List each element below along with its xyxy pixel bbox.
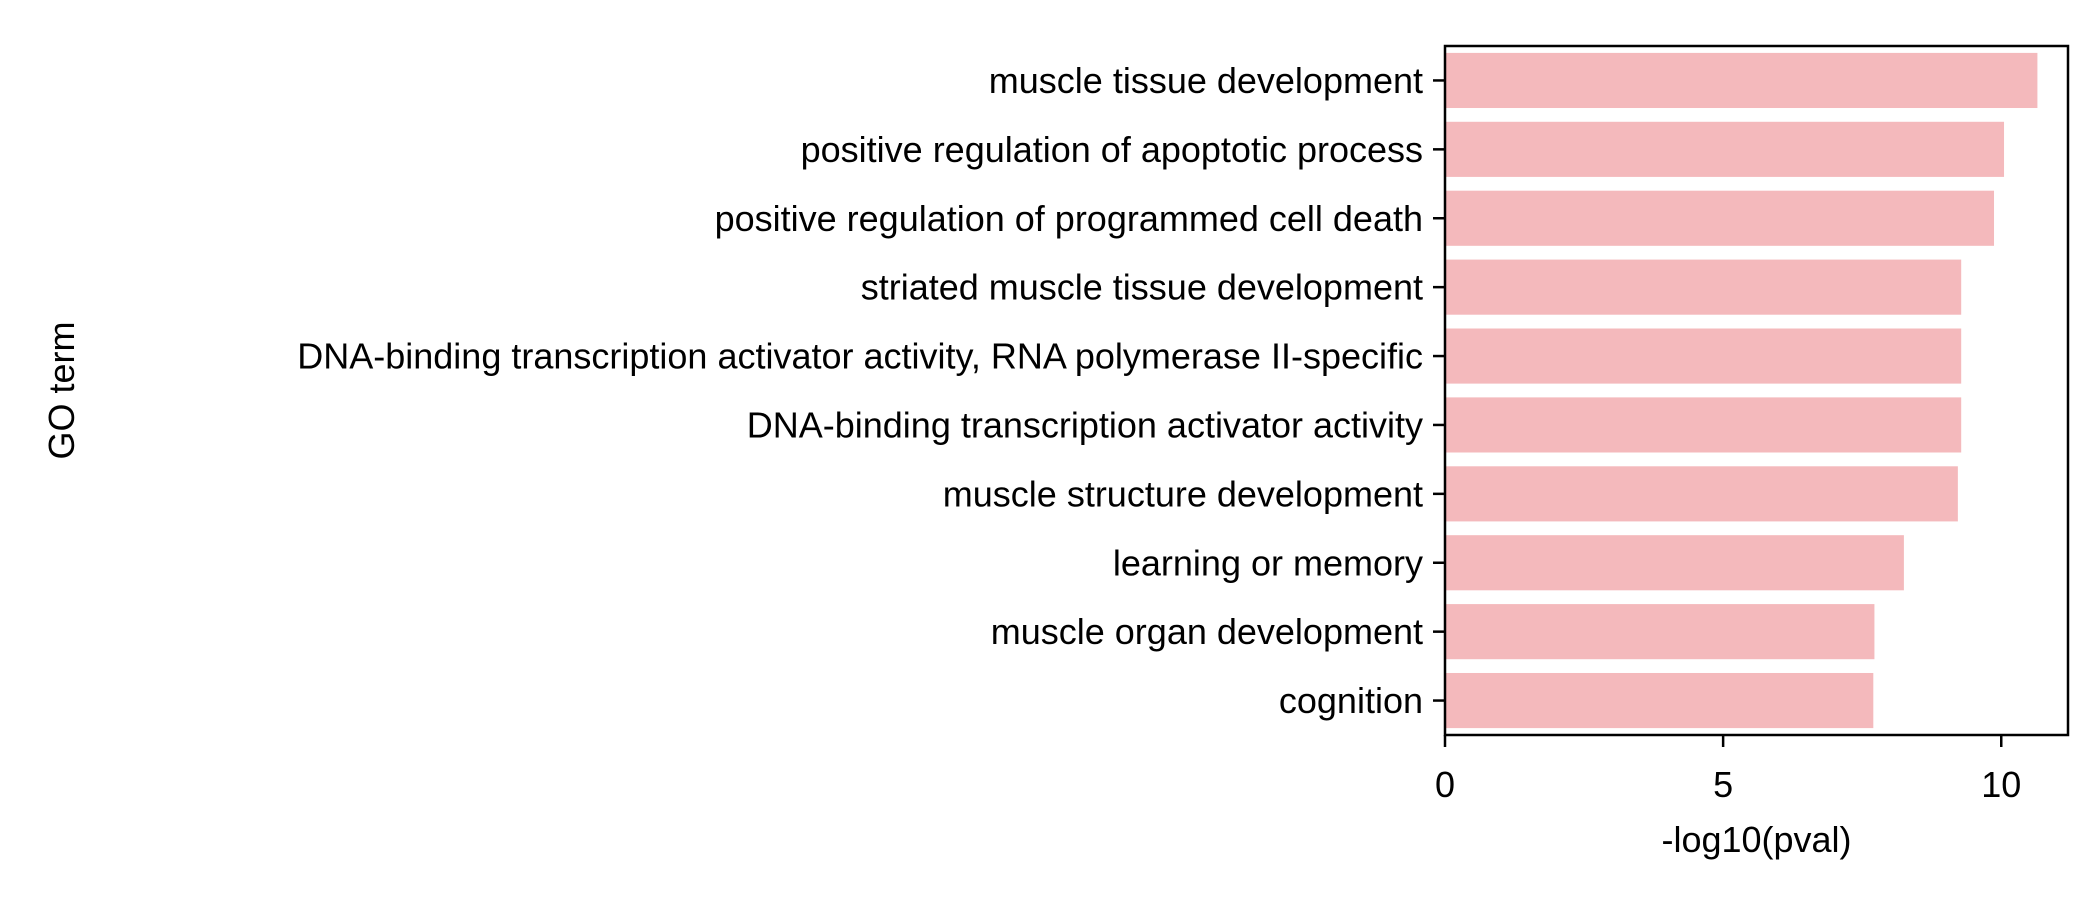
y-tick-label: learning or memory	[1113, 542, 1423, 583]
bar	[1445, 535, 1904, 591]
bar	[1445, 52, 2038, 109]
y-tick-label: positive regulation of programmed cell d…	[715, 198, 1423, 239]
bars-layer	[1445, 52, 2038, 729]
y-tick-label: cognition	[1279, 680, 1423, 721]
y-tick-label: positive regulation of apoptotic process	[801, 129, 1423, 170]
bar	[1445, 190, 1995, 246]
bar	[1445, 604, 1875, 660]
x-tick-label: 5	[1713, 764, 1733, 805]
bar	[1445, 397, 1962, 453]
y-tick-label: muscle structure development	[943, 473, 1423, 514]
y-tick-label: muscle tissue development	[989, 60, 1423, 101]
plot-frame	[1443, 44, 2070, 737]
x-tick-label: 10	[1981, 764, 2021, 805]
y-tick-label: striated muscle tissue development	[861, 267, 1423, 308]
bar	[1445, 466, 1958, 522]
y-axis-ticks: muscle tissue development positive regula…	[297, 60, 1445, 721]
bar	[1445, 259, 1962, 315]
x-axis-ticks: 0 5 10	[1435, 735, 2021, 805]
y-axis-title: GO term	[41, 321, 82, 459]
y-tick-label: DNA-binding transcription activator acti…	[297, 336, 1423, 377]
x-axis-title: -log10(pval)	[1661, 819, 1851, 860]
bar	[1445, 672, 1874, 729]
x-tick-label: 0	[1435, 764, 1455, 805]
bar	[1445, 328, 1962, 384]
y-tick-label: DNA-binding transcription activator acti…	[747, 404, 1423, 445]
bar	[1445, 121, 2005, 177]
y-tick-label: muscle organ development	[991, 611, 1423, 652]
